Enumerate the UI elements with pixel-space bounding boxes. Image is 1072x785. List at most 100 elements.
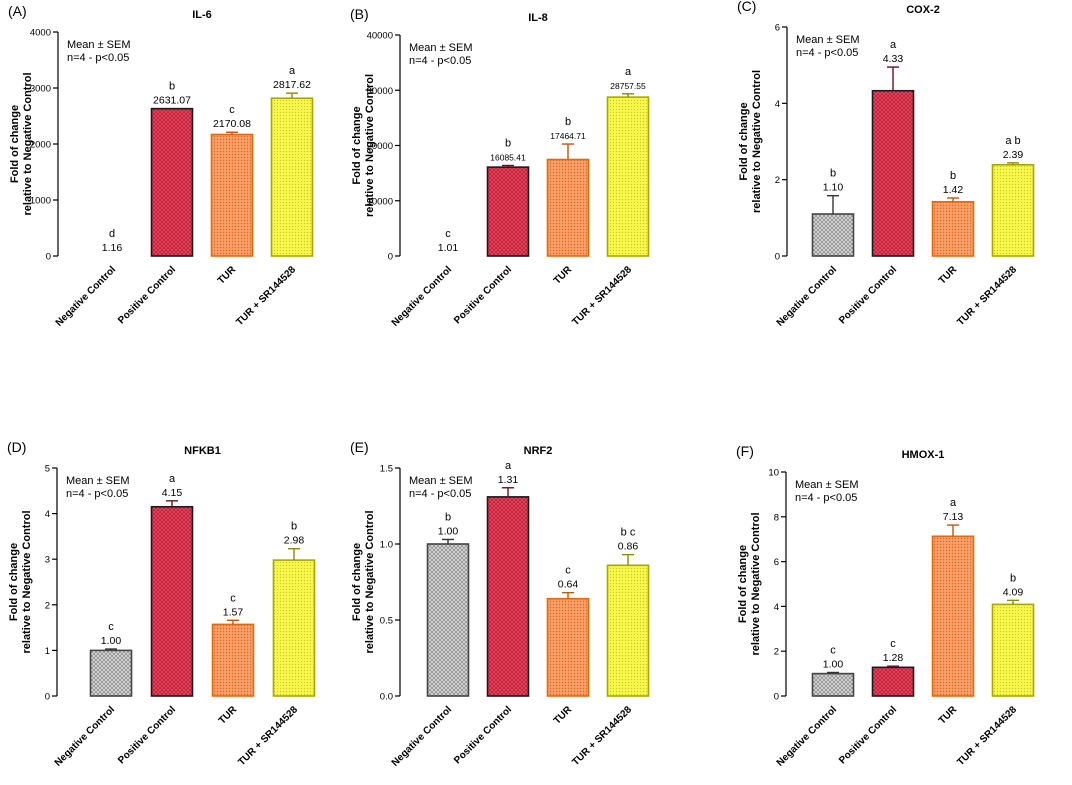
y-tick-label: 10000 — [367, 196, 393, 207]
y-tick-label: 2 — [775, 175, 780, 186]
panel-letter: (D) — [7, 439, 26, 455]
value-label: 1.00 — [438, 525, 459, 537]
significance-letter: a — [289, 65, 296, 77]
chart-title: NRF2 — [524, 445, 553, 457]
x-category-label: Negative Control — [775, 704, 840, 769]
y-tick-label: 6 — [775, 23, 780, 34]
y-axis-label-line: relative to Negative Control — [21, 510, 33, 653]
y-tick-label: 4000 — [30, 28, 51, 39]
chart-title: NFKB1 — [184, 445, 221, 457]
value-label: 2.39 — [1003, 149, 1024, 161]
significance-letter: b — [565, 116, 571, 128]
bar — [150, 505, 194, 697]
value-label: 28757.55 — [610, 81, 646, 91]
significance-letter: a — [169, 473, 176, 485]
x-category-label: Positive Control — [452, 704, 514, 766]
y-axis-label-line: relative to Negative Control — [364, 510, 376, 653]
stats-legend-line: Mean ± SEM — [796, 34, 860, 46]
x-category-label: TUR + SR144528 — [955, 704, 1019, 768]
bar — [871, 666, 915, 697]
significance-letter: a — [950, 497, 957, 509]
panel-letter: (F) — [736, 443, 754, 459]
chart-panel: (B) IL-8 Fold of changerelative to Negativ… — [350, 6, 650, 329]
y-axis-label: Fold of changerelative to Negative Contr… — [351, 74, 376, 217]
y-tick-label: 1000 — [30, 196, 51, 207]
value-label: 0.86 — [618, 541, 639, 553]
significance-letter: c — [229, 104, 235, 116]
significance-letter: b — [291, 521, 297, 533]
y-tick-label: 2 — [45, 600, 50, 611]
value-label: 4.09 — [1003, 586, 1024, 598]
stats-legend-line: n=4 - p<0.05 — [409, 488, 471, 500]
value-label: 1.00 — [101, 635, 122, 647]
value-label: 7.13 — [943, 511, 964, 523]
y-axis-label: Fold of changerelative to Negative Contr… — [737, 512, 762, 655]
significance-letter: b — [445, 511, 451, 523]
bar — [811, 213, 855, 257]
x-category-label: TUR — [937, 264, 960, 287]
x-category-label: Negative Control — [390, 704, 455, 769]
chart-panel: (A) IL-6 Fold of changerelative to Negativ… — [8, 3, 314, 329]
stats-legend-line: n=4 - p<0.05 — [796, 47, 858, 59]
y-tick-label: 1.5 — [380, 464, 393, 475]
value-label: 1.42 — [943, 184, 964, 196]
stats-legend-line: Mean ± SEM — [409, 475, 473, 487]
significance-letter: b — [830, 168, 836, 180]
y-tick-label: 4 — [45, 509, 50, 520]
stats-legend-line: Mean ± SEM — [409, 42, 473, 54]
chart-title: IL-8 — [528, 12, 548, 24]
x-category-label: Positive Control — [116, 704, 178, 766]
bar — [272, 559, 316, 697]
value-label: 1.31 — [498, 474, 519, 486]
stats-legend-line: n=4 - p<0.05 — [67, 52, 129, 64]
x-category-label: TUR — [937, 704, 960, 727]
bar — [426, 543, 470, 697]
significance-letter: d — [109, 228, 115, 240]
y-axis-label-line: relative to Negative Control — [22, 72, 34, 215]
value-label: 1.10 — [823, 182, 844, 194]
y-axis-label-line: Fold of change — [738, 102, 750, 180]
stats-legend-line: n=4 - p<0.05 — [409, 55, 471, 67]
value-label: 16085.41 — [490, 152, 526, 162]
value-label: 1.28 — [883, 652, 904, 664]
significance-letter: b — [1010, 572, 1016, 584]
panel-letter: (C) — [737, 0, 756, 14]
bar — [991, 163, 1035, 257]
x-category-label: Positive Control — [452, 264, 514, 326]
y-axis-label-line: Fold of change — [9, 105, 21, 183]
bar — [991, 603, 1035, 697]
x-category-label: TUR + SR144528 — [234, 264, 298, 328]
y-tick-label: 20000 — [367, 141, 393, 152]
value-label: 4.33 — [883, 53, 904, 65]
chart-panel: (F) HMOX-1 Fold of changerelative to Negat… — [736, 443, 1035, 769]
chart-title: COX-2 — [906, 4, 940, 16]
bar — [89, 649, 133, 697]
bar — [931, 535, 975, 697]
y-tick-label: 4 — [774, 602, 779, 613]
value-label: 17464.71 — [550, 131, 586, 141]
chart-title: HMOX-1 — [902, 449, 945, 461]
significance-letter: c — [445, 228, 451, 240]
x-category-label: TUR + SR144528 — [570, 264, 634, 328]
y-axis-label-line: relative to Negative Control — [750, 512, 762, 655]
panel-letter: (B) — [350, 6, 369, 22]
y-tick-label: 0 — [45, 692, 50, 703]
stats-legend-line: n=4 - p<0.05 — [66, 488, 128, 500]
y-axis-label: Fold of changerelative to Negative Contr… — [9, 72, 34, 215]
x-category-label: Positive Control — [116, 264, 178, 326]
significance-letter: c — [830, 644, 836, 656]
significance-letter: a — [890, 39, 897, 51]
y-tick-label: 30000 — [367, 86, 393, 97]
x-category-label: Positive Control — [837, 704, 899, 766]
chart-panel: (E) NRF2 Fold of changerelative to Negativ… — [350, 439, 650, 769]
y-tick-label: 0 — [774, 692, 779, 703]
y-tick-label: 0 — [388, 252, 393, 263]
x-category-label: TUR + SR144528 — [236, 704, 300, 768]
y-tick-label: 2000 — [30, 140, 51, 151]
stats-legend-line: Mean ± SEM — [66, 475, 130, 487]
y-tick-label: 1 — [45, 646, 50, 657]
chart-title: IL-6 — [192, 9, 212, 21]
y-axis-label-line: Fold of change — [351, 543, 363, 621]
bar — [486, 496, 530, 697]
bar — [606, 564, 650, 697]
